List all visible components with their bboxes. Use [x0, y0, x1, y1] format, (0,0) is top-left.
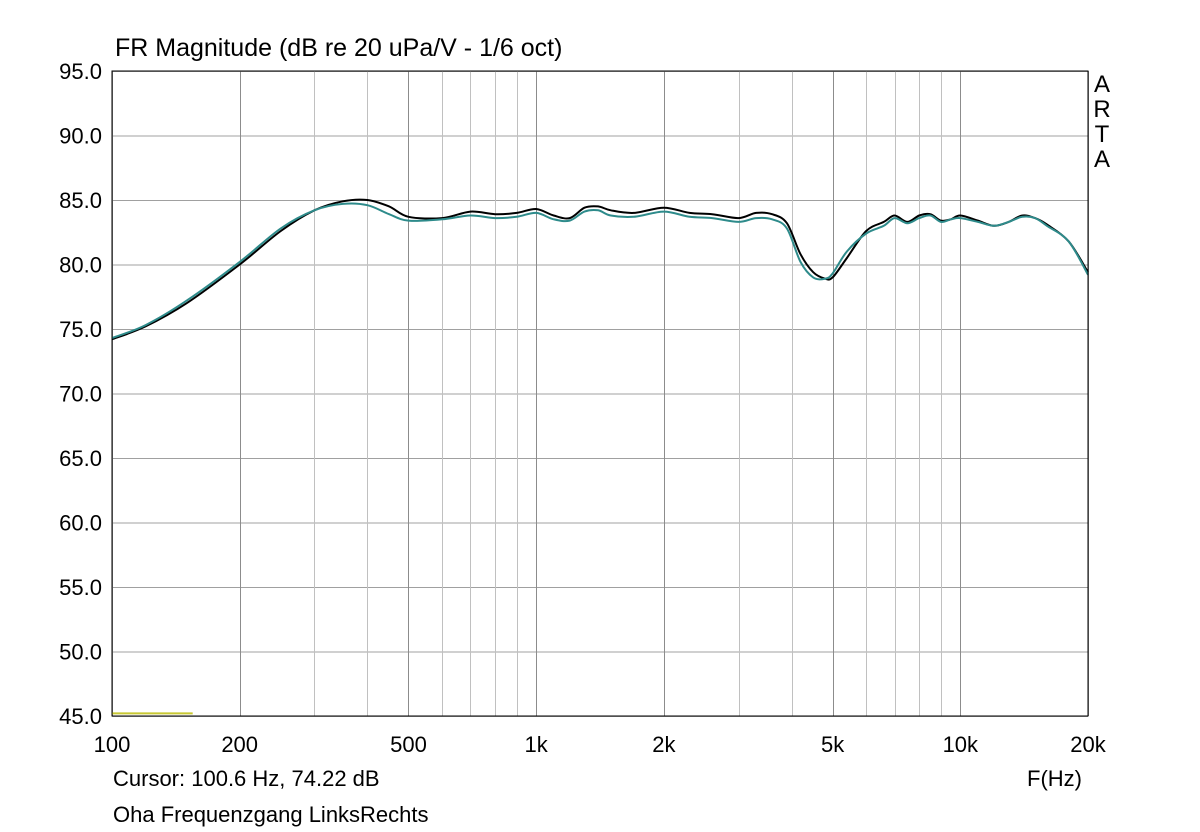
chart-title: FR Magnitude (dB re 20 uPa/V - 1/6 oct) — [115, 34, 563, 62]
file-name: Oha Frequenzgang LinksRechts — [113, 802, 429, 827]
x-tick-label: 20k — [1070, 732, 1106, 757]
x-tick-label: 200 — [221, 732, 258, 757]
plot-frame — [111, 70, 1089, 717]
x-tick-label: 1k — [525, 732, 549, 757]
series-line-0 — [111, 198, 1089, 341]
brand-letter: R — [1093, 96, 1111, 123]
series-line-1 — [111, 202, 1089, 339]
brand-letter: T — [1094, 121, 1110, 148]
y-tick-labels: 95.0 90.0 85.0 80.0 75.0 70.0 65.0 60.0 55.0 50.0… — [59, 59, 102, 729]
y-tick-label: 70.0 — [59, 382, 102, 407]
grid-lines — [112, 71, 1089, 717]
y-tick-label: 65.0 — [59, 446, 102, 471]
y-tick-label: 60.0 — [59, 511, 102, 536]
x-axis-label: F(Hz) — [1027, 766, 1082, 791]
y-tick-label: 55.0 — [59, 575, 102, 600]
y-tick-label: 95.0 — [59, 59, 102, 84]
x-tick-label: 100 — [94, 732, 131, 757]
x-tick-label: 500 — [390, 732, 427, 757]
y-tick-label: 90.0 — [59, 124, 102, 149]
y-tick-label: 85.0 — [59, 188, 102, 213]
y-tick-label: 75.0 — [59, 317, 102, 342]
brand-letter: A — [1093, 146, 1110, 173]
x-tick-label: 5k — [821, 732, 845, 757]
x-tick-labels: 100 200 500 1k 2k 5k 10k 20k — [94, 732, 1107, 757]
y-tick-label: 80.0 — [59, 253, 102, 278]
brand-logo: A R T A — [1092, 72, 1112, 172]
cursor-readout: Cursor: 100.6 Hz, 74.22 dB — [113, 766, 380, 791]
series-group — [111, 198, 1089, 715]
brand-letter: A — [1093, 71, 1110, 98]
x-tick-label: 10k — [943, 732, 979, 757]
x-tick-label: 2k — [652, 732, 676, 757]
y-tick-label: 45.0 — [59, 704, 102, 729]
y-tick-label: 50.0 — [59, 640, 102, 665]
